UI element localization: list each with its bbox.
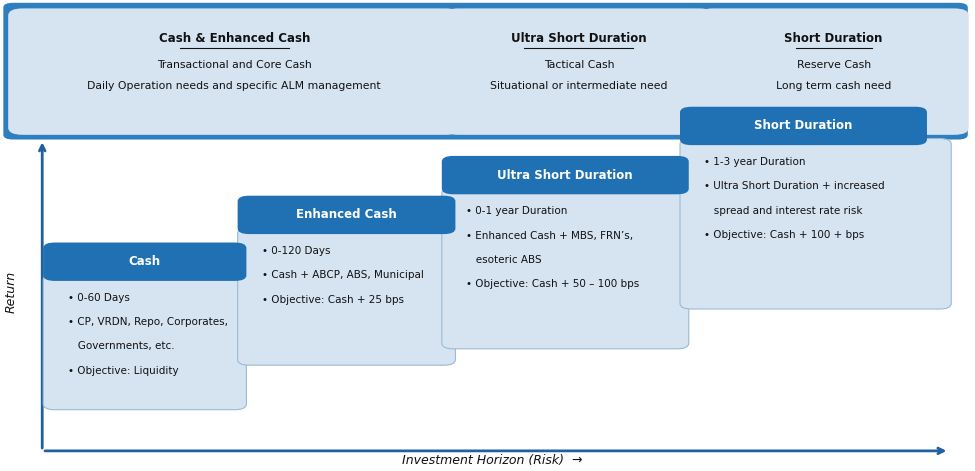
FancyBboxPatch shape (8, 8, 460, 135)
Text: • Ultra Short Duration + increased: • Ultra Short Duration + increased (704, 181, 885, 191)
Text: • Cash + ABCP, ABS, Municipal: • Cash + ABCP, ABS, Municipal (262, 270, 424, 280)
FancyBboxPatch shape (442, 188, 688, 349)
Text: Short Duration: Short Duration (785, 32, 882, 45)
FancyBboxPatch shape (680, 138, 952, 309)
Text: Tactical Cash: Tactical Cash (544, 60, 614, 70)
Text: • 0-1 year Duration: • 0-1 year Duration (466, 206, 567, 216)
FancyBboxPatch shape (442, 156, 688, 195)
FancyBboxPatch shape (444, 8, 714, 135)
FancyBboxPatch shape (3, 3, 968, 139)
Text: Long term cash need: Long term cash need (776, 81, 891, 91)
Text: Investment Horizon (Risk)  →: Investment Horizon (Risk) → (402, 454, 583, 467)
FancyBboxPatch shape (238, 227, 455, 365)
FancyBboxPatch shape (43, 243, 247, 281)
Text: Cash & Enhanced Cash: Cash & Enhanced Cash (159, 32, 310, 45)
FancyBboxPatch shape (43, 275, 247, 410)
Text: Liquidity Management and Cash Segmentation: Liquidity Management and Cash Segmentati… (268, 12, 707, 30)
Text: Daily Operation needs and specific ALM management: Daily Operation needs and specific ALM m… (88, 81, 381, 91)
FancyBboxPatch shape (698, 8, 969, 135)
Text: • Objective: Cash + 50 – 100 bps: • Objective: Cash + 50 – 100 bps (466, 279, 640, 289)
Text: Cash: Cash (129, 255, 161, 268)
Text: Short Duration: Short Duration (755, 120, 853, 132)
Text: • Objective: Liquidity: • Objective: Liquidity (67, 366, 178, 376)
Text: • Objective: Cash + 100 + bps: • Objective: Cash + 100 + bps (704, 230, 865, 240)
Text: • 0-120 Days: • 0-120 Days (262, 246, 331, 256)
Text: Situational or intermediate need: Situational or intermediate need (490, 81, 668, 91)
Text: Transactional and Core Cash: Transactional and Core Cash (157, 60, 312, 70)
FancyBboxPatch shape (238, 196, 455, 234)
Text: esoteric ABS: esoteric ABS (466, 255, 542, 265)
Text: • CP, VRDN, Repo, Corporates,: • CP, VRDN, Repo, Corporates, (67, 317, 227, 327)
Text: Reserve Cash: Reserve Cash (797, 60, 871, 70)
Text: Ultra Short Duration: Ultra Short Duration (497, 169, 633, 182)
Text: • 1-3 year Duration: • 1-3 year Duration (704, 157, 805, 167)
Text: Governments, etc.: Governments, etc. (67, 341, 175, 351)
Text: • 0-60 Days: • 0-60 Days (67, 293, 130, 303)
FancyBboxPatch shape (680, 107, 927, 145)
Text: spread and interest rate risk: spread and interest rate risk (704, 206, 863, 216)
Text: • Objective: Cash + 25 bps: • Objective: Cash + 25 bps (262, 295, 404, 305)
Text: Enhanced Cash: Enhanced Cash (296, 208, 397, 221)
Text: • Enhanced Cash + MBS, FRN’s,: • Enhanced Cash + MBS, FRN’s, (466, 230, 633, 241)
Text: Return: Return (5, 271, 18, 313)
Text: Ultra Short Duration: Ultra Short Duration (511, 32, 646, 45)
